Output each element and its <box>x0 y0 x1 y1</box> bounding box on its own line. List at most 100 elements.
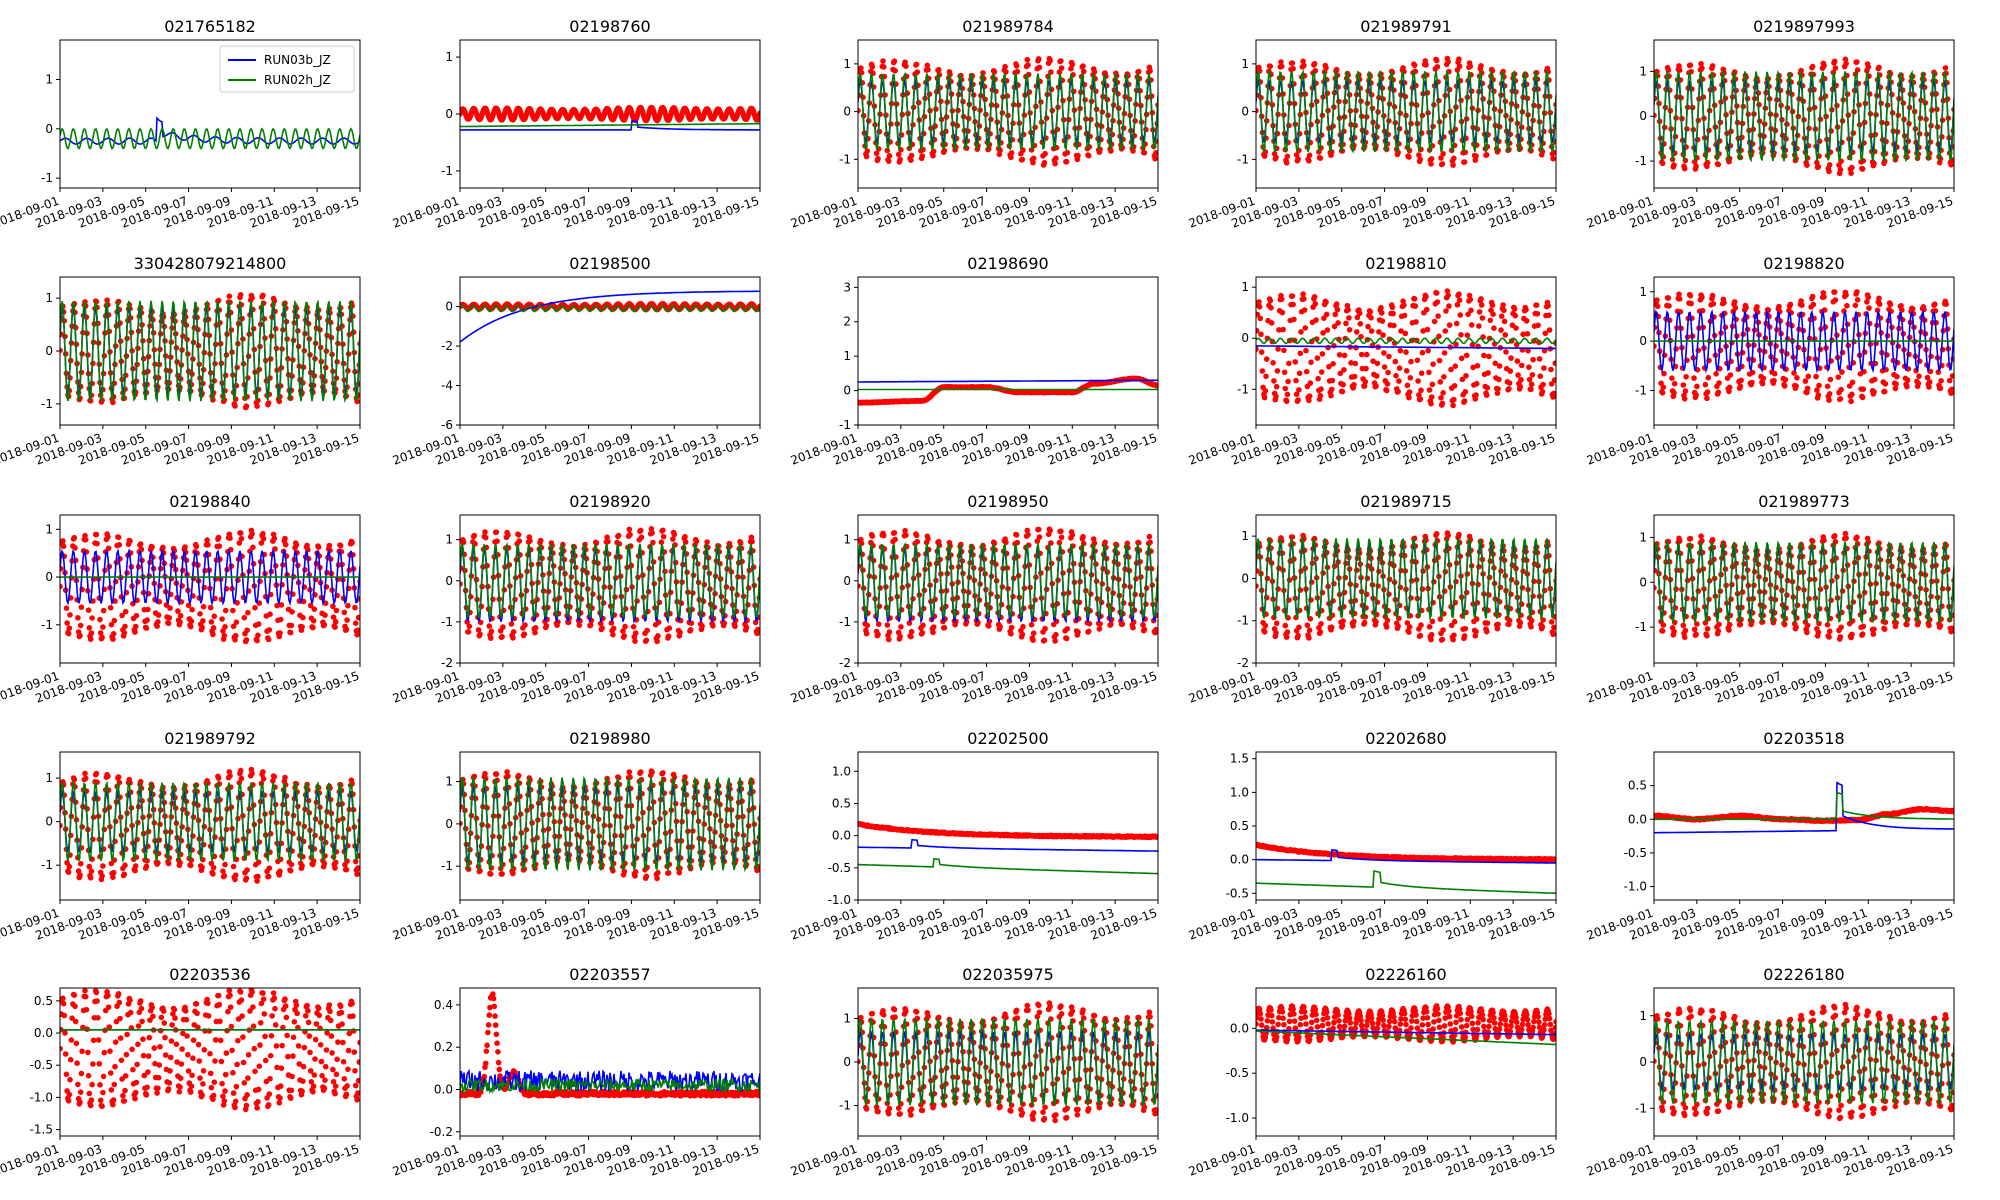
observed-point <box>1699 65 1705 71</box>
observed-point <box>1713 371 1719 377</box>
axes-frame <box>1653 39 1955 189</box>
observed-point <box>1256 107 1259 114</box>
observed-point <box>1256 346 1259 352</box>
observed-point <box>1357 321 1364 327</box>
observed-point <box>1887 301 1894 308</box>
observed-point <box>654 638 660 645</box>
observed-point <box>1418 370 1425 377</box>
y-tick-label: -1 <box>1237 152 1249 166</box>
observed-point <box>1296 387 1302 393</box>
observed-point <box>1030 159 1036 166</box>
observed-point <box>1705 374 1712 381</box>
observed-point <box>235 577 241 583</box>
observed-point <box>1428 156 1435 162</box>
observed-point <box>119 612 125 619</box>
observed-point <box>1843 60 1849 67</box>
observed-point <box>260 535 267 542</box>
observed-point <box>1551 377 1556 383</box>
observed-point <box>587 622 594 628</box>
observed-point <box>1754 304 1760 310</box>
observed-point <box>1393 372 1399 379</box>
observed-point <box>1461 398 1468 404</box>
observed-point <box>166 615 173 621</box>
observed-point <box>115 534 122 541</box>
observed-point <box>1346 327 1353 333</box>
observed-point <box>110 399 116 406</box>
observed-point <box>86 625 93 631</box>
observed-point <box>1816 382 1822 389</box>
observed-point <box>1333 301 1340 307</box>
observed-point <box>1358 351 1365 358</box>
observed-point <box>1548 381 1555 387</box>
y-tick-label: 1 <box>1639 285 1647 299</box>
observed-point <box>1865 64 1872 70</box>
observed-point <box>1289 293 1296 299</box>
y-tick-label: -1 <box>41 171 53 185</box>
observed-point <box>1503 349 1509 355</box>
observed-point <box>188 618 195 624</box>
observed-point <box>1835 374 1842 381</box>
observed-point <box>1550 155 1556 162</box>
observed-point <box>1484 385 1491 391</box>
observed-point <box>143 625 150 631</box>
observed-point <box>1261 153 1268 159</box>
observed-point <box>925 66 931 73</box>
observed-point <box>1297 350 1304 357</box>
series-run02h-line <box>60 127 360 150</box>
observed-point <box>1517 383 1524 390</box>
observed-point <box>1423 306 1430 313</box>
observed-point <box>1541 365 1547 371</box>
subplot-02198500: 02198500-6-4-202018-09-012018-09-032018-… <box>391 254 761 468</box>
observed-point <box>465 629 472 635</box>
observed-point <box>499 633 505 640</box>
observed-point <box>527 538 533 544</box>
plot-area <box>460 104 760 131</box>
observed-point <box>471 532 478 539</box>
observed-point <box>1435 313 1441 319</box>
observed-point <box>1328 392 1334 399</box>
observed-point <box>1691 375 1697 381</box>
observed-point <box>1268 320 1275 326</box>
observed-point <box>477 631 483 637</box>
observed-point <box>1715 161 1722 168</box>
observed-point <box>1794 375 1800 381</box>
observed-point <box>75 615 81 621</box>
observed-point <box>274 602 280 609</box>
observed-point <box>1398 328 1404 334</box>
observed-point <box>1793 383 1799 389</box>
observed-point <box>355 627 360 634</box>
observed-point <box>60 543 67 550</box>
observed-point <box>1325 344 1331 351</box>
observed-point <box>1771 370 1778 377</box>
observed-point <box>1490 311 1496 318</box>
subplot-021765182: 021765182-1012018-09-012018-09-032018-09… <box>0 17 361 231</box>
observed-point <box>1815 392 1822 398</box>
observed-point <box>1311 60 1318 67</box>
observed-point <box>1273 154 1279 161</box>
observed-point <box>1691 159 1698 165</box>
observed-point <box>755 626 760 633</box>
observed-point <box>908 152 915 159</box>
observed-point <box>1468 322 1475 328</box>
y-tick-label: -1 <box>1237 382 1249 396</box>
observed-point <box>1420 328 1426 334</box>
observed-point <box>1949 373 1954 379</box>
y-tick-label: 0 <box>45 570 53 584</box>
observed-point <box>1552 360 1556 366</box>
observed-point <box>193 543 200 550</box>
observed-point <box>1368 328 1375 334</box>
observed-point <box>655 633 661 639</box>
observed-point <box>97 630 104 636</box>
observed-point <box>1306 152 1313 159</box>
observed-point <box>77 632 83 639</box>
series-run03b-line <box>460 120 760 131</box>
observed-point <box>1259 368 1266 374</box>
observed-point <box>1832 297 1839 303</box>
observed-point <box>60 538 66 544</box>
series-run02h-line <box>1256 68 1556 155</box>
observed-point <box>352 604 358 611</box>
subplot-021989784: 021989784-1012018-09-012018-09-032018-09… <box>789 17 1159 231</box>
observed-point <box>276 398 283 405</box>
observed-point <box>216 543 223 549</box>
